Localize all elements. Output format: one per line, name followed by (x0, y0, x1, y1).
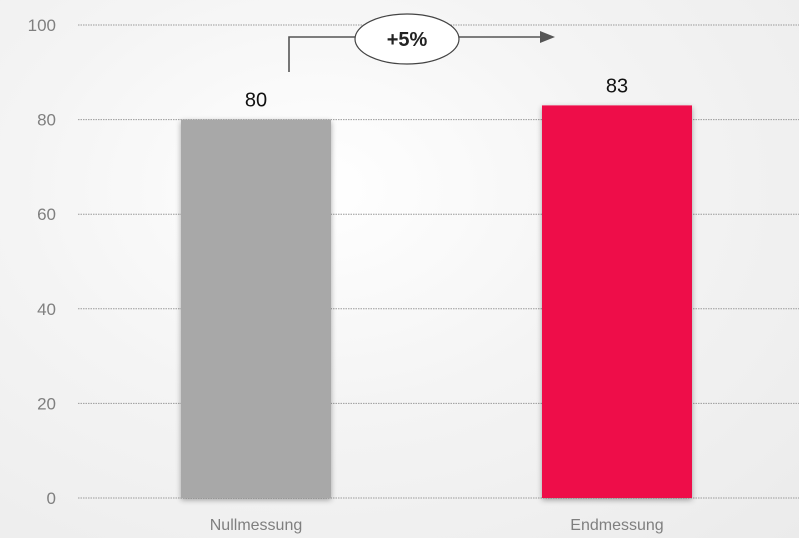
data-label: 83 (606, 75, 628, 97)
category-label: Endmessung (570, 517, 663, 534)
callout-oval (354, 13, 460, 65)
y-axis-tick-labels: 0 20 40 60 80 100 (28, 16, 56, 508)
change-callout: +5% (288, 13, 555, 72)
data-label: 80 (245, 90, 267, 112)
y-tick-label: 40 (37, 300, 56, 319)
y-tick-label: 100 (28, 16, 56, 35)
arrow-head-icon (540, 31, 555, 43)
category-label: Nullmessung (210, 517, 302, 534)
y-tick-label: 60 (37, 205, 56, 224)
bars (181, 105, 692, 498)
y-tick-label: 80 (37, 111, 56, 130)
change-percentage-label: +5% (387, 29, 428, 51)
x-axis-category-labels: Nullmessung Endmessung (210, 517, 664, 534)
data-labels: 80 83 (245, 75, 628, 111)
y-tick-label: 20 (37, 394, 56, 413)
y-tick-label: 0 (47, 489, 56, 508)
bar-nullmessung (181, 119, 331, 498)
bar-endmessung (542, 105, 692, 498)
